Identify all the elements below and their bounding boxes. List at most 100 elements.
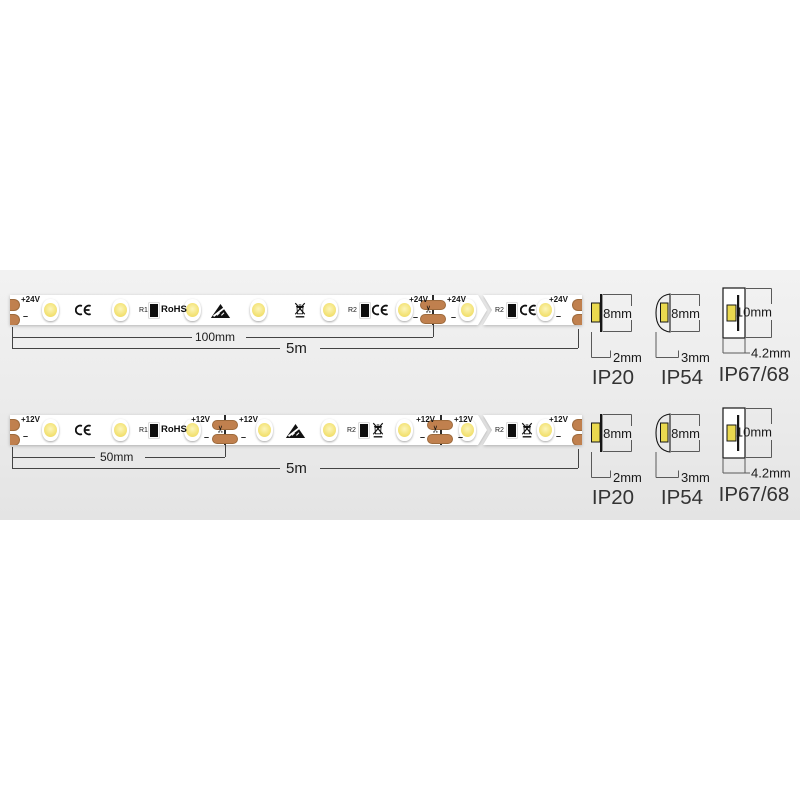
resistor-component — [149, 423, 159, 438]
solder-pad — [572, 299, 582, 311]
dim-line-50mm — [145, 457, 225, 458]
rohs-label: RoHS — [161, 424, 187, 435]
dim-line-5m — [12, 348, 280, 349]
dim-line-5m — [12, 468, 280, 469]
cross-section-ip67: 10mm 4.2mm IP67/68 — [719, 287, 791, 386]
led — [459, 299, 476, 321]
led — [112, 299, 129, 321]
resistor-component — [359, 423, 369, 438]
ip-rating-label: IP54 — [661, 366, 703, 388]
voltage-label: +12V — [416, 415, 435, 424]
resistor-component — [507, 303, 517, 318]
cross-section-ip54: 8mm 3mm IP54 — [655, 293, 710, 388]
led — [184, 419, 201, 441]
led — [396, 299, 413, 321]
minus-label: – — [556, 431, 562, 441]
voltage-label: +24V — [549, 295, 568, 304]
cut-spacing-dim: 100mm — [195, 330, 236, 344]
dim-line-100mm — [12, 337, 192, 338]
led — [459, 419, 476, 441]
resistor-component — [149, 303, 159, 318]
strip-12v-segment-b: R2 +12V – — [483, 415, 582, 445]
solder-pad — [572, 314, 582, 325]
minus-label: – — [204, 432, 210, 442]
scissors-icon: ✂ — [216, 424, 228, 434]
minus-label: – — [451, 312, 457, 322]
strip-body: R2 +12V – — [483, 415, 582, 445]
cut-extension-line — [225, 445, 226, 457]
strip-body: +24V – R1 RoHS R2 — [10, 295, 487, 325]
led — [184, 299, 201, 321]
voltage-label: +12V — [21, 415, 40, 424]
ip-rating-label: IP20 — [592, 366, 634, 388]
led — [42, 419, 59, 441]
strip-body: +12V – R1 RoHS ✂ +12V +12V – – R2 — [10, 415, 487, 445]
dim-line-5m — [320, 348, 578, 349]
ce-mark-icon — [372, 304, 388, 316]
dim-tick — [578, 449, 579, 468]
solder-pad — [10, 314, 20, 326]
voltage-label: +12V — [239, 415, 258, 424]
resistor-label: R2 — [348, 307, 357, 314]
cut-solder-pad — [427, 434, 453, 444]
rohs-label: RoHS — [161, 304, 187, 315]
cut-line — [440, 415, 442, 445]
led — [321, 419, 338, 441]
solder-pad — [572, 419, 582, 431]
minus-label: – — [23, 311, 29, 321]
voltage-label: +12V — [549, 415, 568, 424]
led — [256, 419, 273, 441]
esd-warning-icon — [210, 303, 231, 319]
ce-mark-icon — [75, 304, 91, 316]
voltage-label: +24V — [409, 295, 428, 304]
ip-rating-label: IP67/68 — [719, 483, 790, 506]
height-dim: 8mm — [671, 306, 700, 321]
cut-solder-pad — [212, 434, 238, 444]
dim-line-100mm — [246, 337, 433, 338]
ip-rating-label: IP20 — [592, 486, 634, 508]
dim-tick — [578, 329, 579, 348]
dim-line-5m — [320, 468, 578, 469]
thickness-dim: 2mm — [613, 470, 642, 485]
led — [537, 419, 554, 441]
weee-bin-icon — [521, 422, 533, 438]
solder-pad — [10, 299, 20, 311]
dim-line-50mm — [12, 457, 95, 458]
cut-solder-pad — [420, 314, 446, 324]
voltage-label: +12V — [191, 415, 210, 424]
minus-label: – — [556, 311, 562, 321]
esd-warning-icon — [285, 423, 306, 439]
cut-extension-line — [433, 325, 434, 337]
thickness-dim: 4.2mm — [751, 466, 791, 481]
led — [42, 299, 59, 321]
resistor-label: R1 — [139, 307, 148, 314]
solder-pad — [10, 434, 20, 446]
height-dim: 10mm — [736, 425, 772, 440]
solder-pad — [572, 434, 582, 445]
cut-solder-pad — [420, 300, 446, 310]
minus-label: – — [241, 432, 247, 442]
strip-24v-segment-b: R2 +24V – — [483, 295, 582, 325]
resistor-label: R2 — [495, 307, 504, 314]
thickness-dim: 4.2mm — [751, 346, 791, 361]
ip-rating-label: IP67/68 — [719, 363, 790, 386]
cut-line — [224, 415, 226, 445]
reel-length-dim: 5m — [286, 340, 307, 357]
minus-label: – — [458, 432, 464, 442]
resistor-label: R2 — [495, 427, 504, 434]
ce-mark-icon — [520, 304, 536, 316]
voltage-label: +24V — [21, 295, 40, 304]
thickness-dim: 3mm — [681, 470, 710, 485]
minus-label: – — [23, 431, 29, 441]
weee-bin-icon — [294, 301, 306, 319]
led — [321, 299, 338, 321]
height-dim: 10mm — [736, 305, 772, 320]
reel-length-dim: 5m — [286, 460, 307, 477]
minus-label: – — [420, 432, 426, 442]
cut-spacing-dim: 50mm — [100, 450, 134, 464]
cut-line — [432, 295, 434, 325]
scissors-icon: ✂ — [431, 424, 443, 434]
resistor-component — [360, 303, 370, 318]
thickness-dim: 3mm — [681, 350, 710, 365]
